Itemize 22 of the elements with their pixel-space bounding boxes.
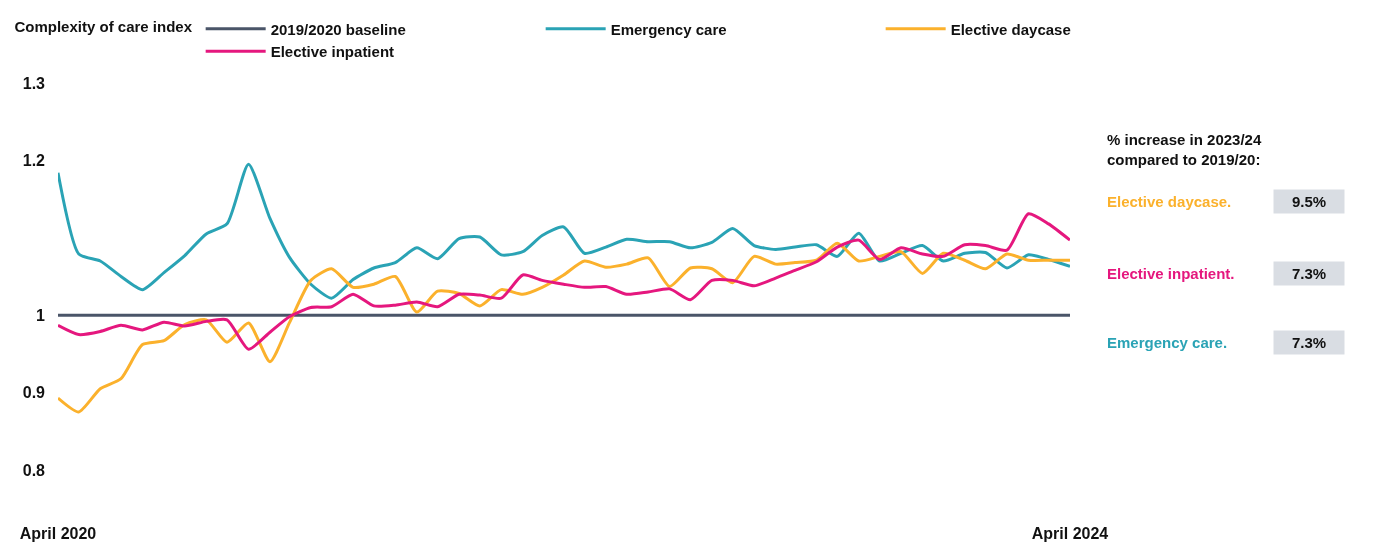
line-series	[58, 162, 1070, 300]
text: Emergency care.	[1107, 334, 1228, 351]
x-tick-label: April 2024	[1031, 525, 1109, 542]
legend-label: Emergency care	[610, 20, 727, 38]
text: % increase in 2023/24 compared to 2019/20:	[1107, 131, 1262, 168]
y-tick-label: 1	[36, 306, 46, 324]
legend-label: 2019/2020 baseline	[270, 20, 406, 38]
text: 7.3%	[1291, 334, 1327, 351]
text: 7.3%	[1291, 265, 1327, 282]
y-tick-label: 0.9	[22, 384, 46, 402]
legend-label: Elective daycase	[950, 20, 1071, 38]
legend-title: Complexity of care index	[14, 18, 193, 36]
text: Elective inpatient.	[1107, 265, 1235, 282]
text: Elective daycase.	[1107, 193, 1232, 210]
y-tick-label: 1.3	[22, 74, 46, 92]
text: 9.5%	[1291, 193, 1327, 210]
y-tick-label: 0.8	[22, 461, 46, 479]
y-tick-label: 1.2	[22, 152, 46, 169]
line-series	[58, 241, 1070, 414]
line-series	[58, 212, 1070, 351]
x-tick-label: April 2020	[19, 525, 97, 542]
legend-label: Elective inpatient	[270, 43, 395, 61]
